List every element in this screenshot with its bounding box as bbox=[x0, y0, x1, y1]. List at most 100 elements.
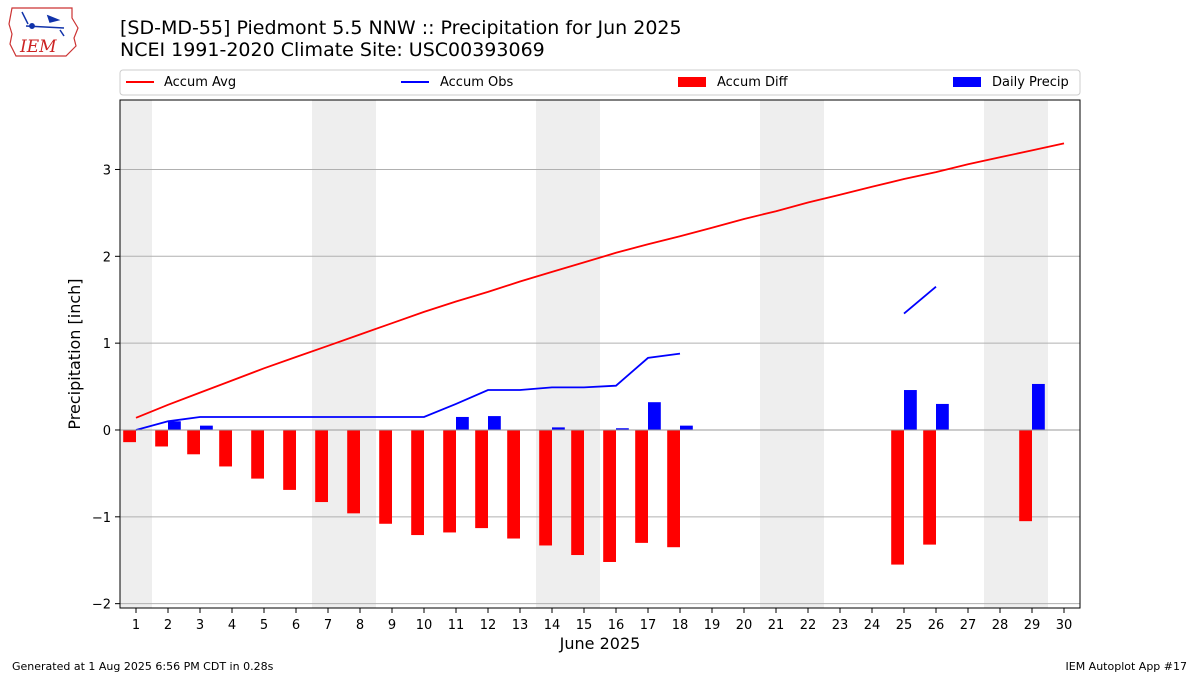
weekend-band-day-22 bbox=[792, 100, 824, 608]
x-tick-label: 25 bbox=[896, 618, 913, 633]
x-tick-label: 27 bbox=[960, 618, 977, 633]
x-tick-label: 14 bbox=[544, 618, 561, 633]
daily-precip-bar-day-26 bbox=[936, 403, 949, 430]
x-tick-label: 18 bbox=[672, 618, 689, 633]
accum-diff-bar-day-25 bbox=[891, 429, 904, 565]
daily-precip-bar-day-3 bbox=[200, 425, 213, 430]
accum-diff-bar-day-7 bbox=[315, 429, 328, 503]
accum-diff-bar-day-3 bbox=[187, 429, 200, 455]
bars bbox=[123, 383, 1045, 565]
legend-label-daily-precip: Daily Precip bbox=[992, 75, 1069, 90]
x-tick-label: 28 bbox=[992, 618, 1009, 633]
accum-diff-bar-day-29 bbox=[1019, 429, 1032, 522]
y-axis-label: Precipitation [inch] bbox=[65, 278, 84, 429]
lines bbox=[120, 142, 1080, 431]
accum-diff-bar-day-4 bbox=[219, 429, 232, 467]
accum-diff-bar-day-2 bbox=[155, 429, 168, 447]
x-tick-label: 1 bbox=[132, 618, 140, 633]
weather-station-icon bbox=[21, 11, 65, 37]
daily-precip-bar-day-11 bbox=[456, 416, 469, 430]
y-tick-label: 3 bbox=[103, 163, 111, 178]
weekend-band-day-28 bbox=[984, 100, 1016, 608]
logo-text: IEM bbox=[19, 37, 57, 57]
weekend-band-day-1 bbox=[120, 100, 152, 608]
accum-avg-line-segment-0 bbox=[135, 142, 1065, 419]
x-tick-label: 5 bbox=[260, 618, 268, 633]
accum-diff-bar-day-1 bbox=[123, 429, 136, 443]
x-tick-label: 20 bbox=[736, 618, 753, 633]
legend-label-accum-avg: Accum Avg bbox=[164, 75, 236, 90]
accum-diff-bar-day-11 bbox=[443, 429, 456, 533]
x-tick-label: 9 bbox=[388, 618, 396, 633]
legend-box bbox=[119, 69, 1081, 96]
x-tick-label: 21 bbox=[768, 618, 785, 633]
x-tick-label: 24 bbox=[864, 618, 881, 633]
x-tick-label: 7 bbox=[324, 618, 332, 633]
accum-diff-bar-day-26 bbox=[923, 429, 936, 545]
legend-swatch-daily-precip bbox=[953, 77, 981, 87]
legend-label-accum-obs: Accum Obs bbox=[440, 75, 513, 90]
x-tick-label: 29 bbox=[1024, 618, 1041, 633]
x-tick-label: 10 bbox=[416, 618, 433, 633]
accum-obs-line-segment-1 bbox=[903, 286, 937, 315]
accum-obs-line-segment-0 bbox=[135, 352, 681, 431]
y-tick-label: 1 bbox=[103, 337, 111, 352]
x-tick-label: 26 bbox=[928, 618, 945, 633]
daily-precip-bar-day-12 bbox=[488, 416, 501, 430]
legend-swatch-accum-diff bbox=[678, 77, 706, 87]
weekend-band-day-8 bbox=[344, 100, 376, 608]
daily-precip-bar-day-17 bbox=[648, 402, 661, 430]
footer-app: IEM Autoplot App #17 bbox=[1065, 660, 1188, 673]
x-axis-label: June 2025 bbox=[559, 634, 641, 653]
daily-precip-bar-day-2 bbox=[168, 421, 181, 430]
x-tick-label: 30 bbox=[1056, 618, 1073, 633]
x-tick-label: 16 bbox=[608, 618, 625, 633]
title-line-2: NCEI 1991-2020 Climate Site: USC00393069 bbox=[120, 39, 545, 61]
x-tick-label: 17 bbox=[640, 618, 657, 633]
x-tick-label: 22 bbox=[800, 618, 817, 633]
plot-frame bbox=[119, 99, 1081, 609]
y-tick-label: 2 bbox=[103, 250, 111, 265]
daily-precip-bar-day-18 bbox=[680, 425, 693, 430]
y-tick-label: 0 bbox=[103, 424, 111, 439]
y-tick-label: −2 bbox=[92, 598, 111, 613]
accum-diff-bar-day-8 bbox=[347, 429, 360, 514]
weekend-band-day-29 bbox=[1016, 100, 1048, 608]
x-tick-label: 4 bbox=[228, 618, 236, 633]
weekend-band-day-7 bbox=[312, 100, 344, 608]
x-tick-label: 2 bbox=[164, 618, 172, 633]
daily-precip-bar-day-29 bbox=[1032, 383, 1045, 430]
x-tick-label: 11 bbox=[448, 618, 465, 633]
accum-diff-bar-day-13 bbox=[507, 429, 520, 539]
y-tick-label: −1 bbox=[92, 511, 111, 526]
daily-precip-bar-day-25 bbox=[904, 390, 917, 430]
accum-diff-bar-day-15 bbox=[571, 429, 584, 556]
x-tick-label: 12 bbox=[480, 618, 497, 633]
x-tick-label: 3 bbox=[196, 618, 204, 633]
daily-precip-bar-day-16 bbox=[616, 428, 629, 430]
legend-label-accum-diff: Accum Diff bbox=[717, 75, 789, 90]
x-tick-label: 6 bbox=[292, 618, 300, 633]
chart-title: [SD-MD-55] Piedmont 5.5 NNW :: Precipita… bbox=[120, 17, 682, 61]
accum-diff-bar-day-18 bbox=[667, 429, 680, 548]
x-tick-label: 15 bbox=[576, 618, 593, 633]
accum-diff-bar-day-14 bbox=[539, 429, 552, 546]
daily-precip-bar-day-14 bbox=[552, 427, 565, 430]
accum-diff-bar-day-16 bbox=[603, 429, 616, 562]
accum-diff-bar-day-12 bbox=[475, 429, 488, 529]
x-tick-label: 13 bbox=[512, 618, 529, 633]
x-tick-label: 8 bbox=[356, 618, 364, 633]
footer-generated: Generated at 1 Aug 2025 6:56 PM CDT in 0… bbox=[12, 660, 274, 673]
accum-diff-bar-day-5 bbox=[251, 429, 264, 479]
accum-diff-bar-day-9 bbox=[379, 429, 392, 524]
accum-diff-bar-day-17 bbox=[635, 429, 648, 543]
iem-logo: IEM bbox=[8, 7, 79, 57]
accum-diff-bar-day-6 bbox=[283, 429, 296, 490]
x-tick-label: 19 bbox=[704, 618, 721, 633]
legend: Accum Avg Accum Obs Accum Diff Daily Pre… bbox=[119, 69, 1081, 96]
weekend-band-day-21 bbox=[760, 100, 792, 608]
title-line-1: [SD-MD-55] Piedmont 5.5 NNW :: Precipita… bbox=[120, 17, 682, 39]
accum-diff-bar-day-10 bbox=[411, 429, 424, 536]
